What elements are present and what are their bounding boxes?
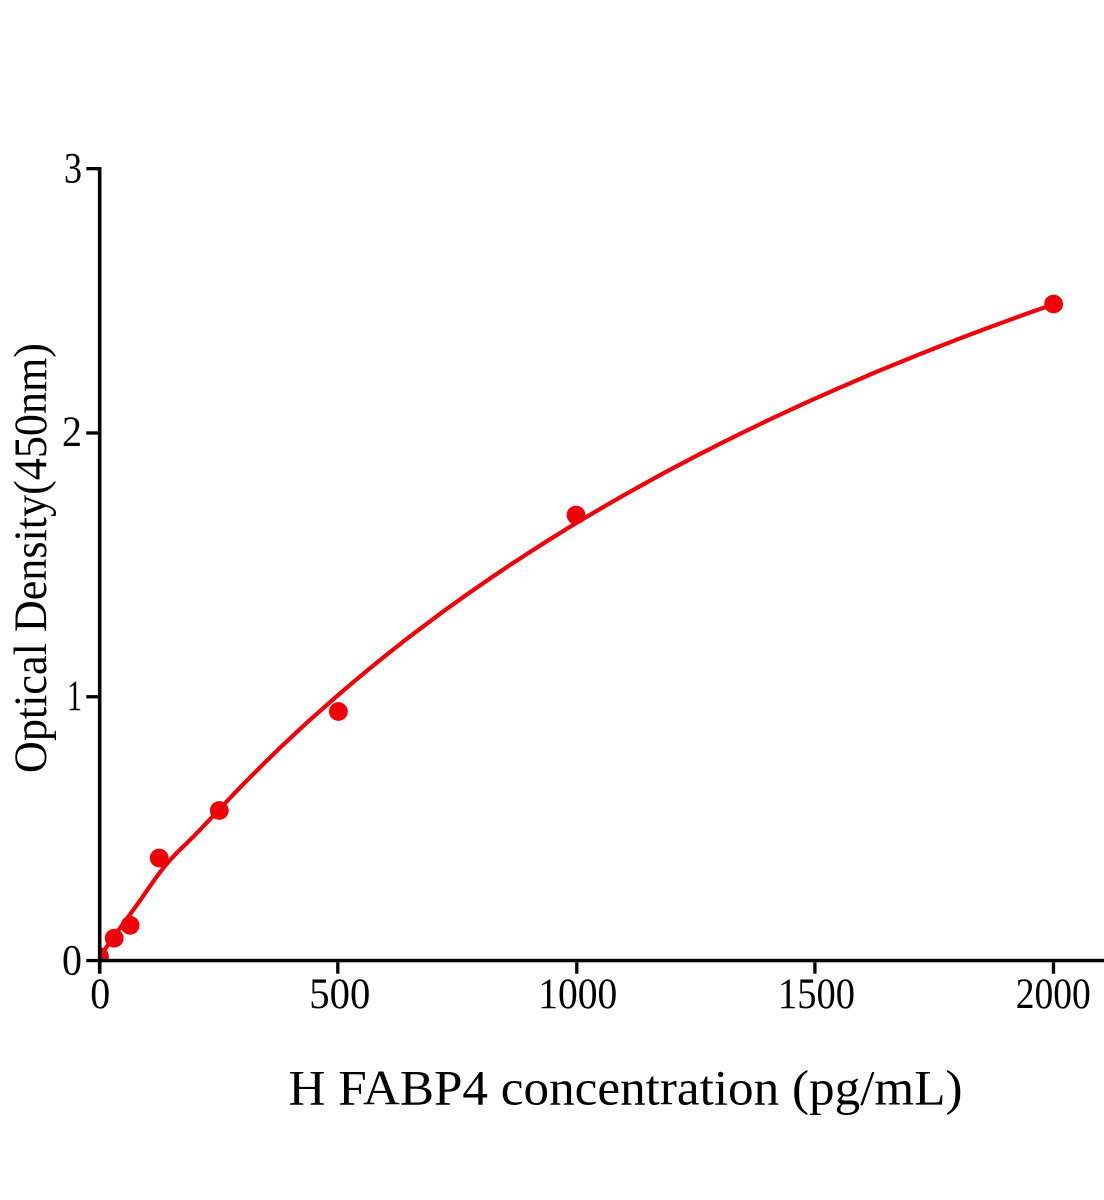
- svg-text:Optical Density(450nm): Optical Density(450nm): [5, 343, 57, 773]
- svg-text:1000: 1000: [538, 970, 617, 1018]
- svg-text:2: 2: [62, 408, 82, 456]
- svg-text:2000: 2000: [1016, 970, 1091, 1018]
- svg-text:1500: 1500: [778, 970, 855, 1018]
- svg-text:H FABP4 concentration (pg/mL): H FABP4 concentration (pg/mL): [289, 1060, 963, 1115]
- svg-text:1: 1: [67, 672, 82, 720]
- svg-text:0: 0: [90, 970, 110, 1018]
- svg-text:3: 3: [64, 144, 82, 192]
- svg-text:500: 500: [309, 970, 370, 1018]
- svg-text:0: 0: [62, 936, 82, 984]
